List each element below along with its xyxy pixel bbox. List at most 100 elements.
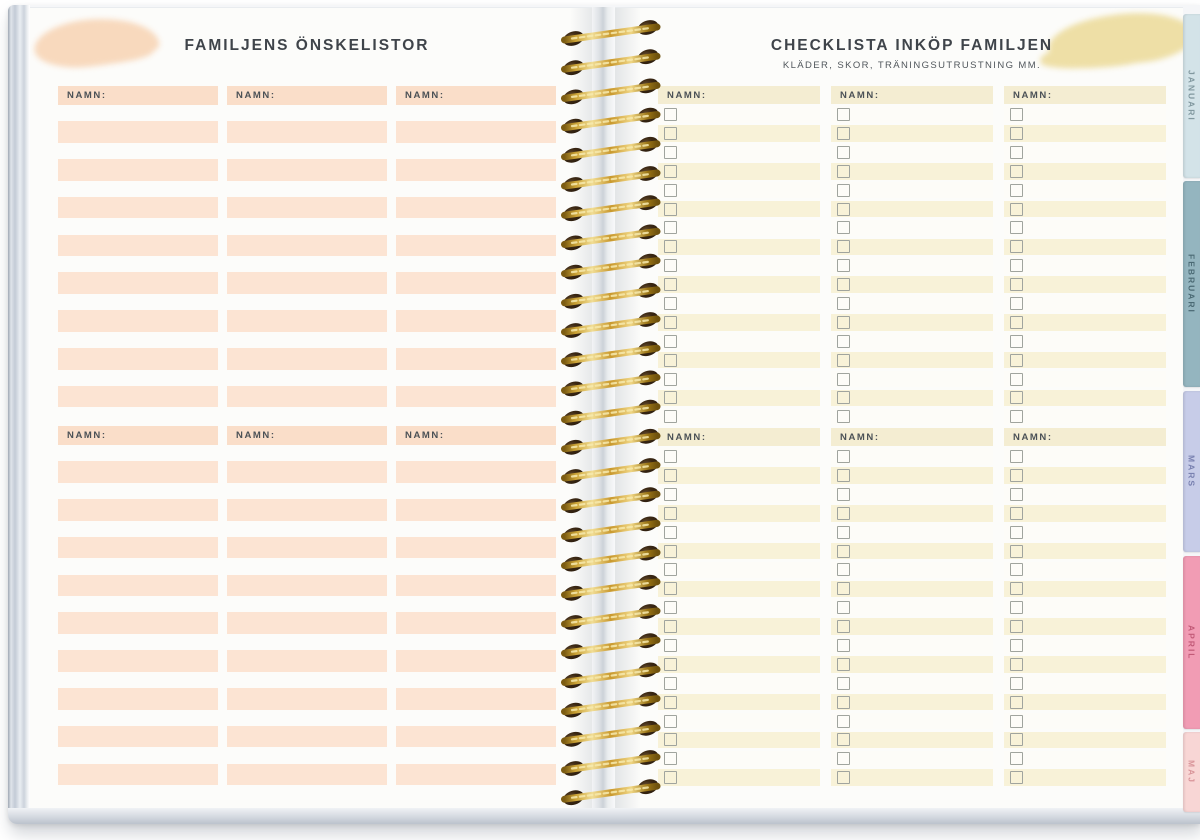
- checkbox[interactable]: [1010, 183, 1023, 197]
- checklist-line[interactable]: [831, 693, 993, 711]
- checklist-line[interactable]: [658, 408, 820, 426]
- checkbox[interactable]: [1010, 695, 1023, 709]
- checkbox[interactable]: [664, 657, 677, 671]
- wishlist-line[interactable]: [396, 499, 556, 521]
- checklist-line[interactable]: [658, 389, 820, 407]
- checkbox[interactable]: [664, 145, 677, 159]
- month-tab-februari[interactable]: FEBRUARI: [1183, 181, 1200, 387]
- checklist-line[interactable]: [831, 504, 993, 522]
- wishlist-line[interactable]: [396, 348, 556, 370]
- name-field[interactable]: NAMN:: [831, 428, 993, 446]
- checklist-line[interactable]: [831, 314, 993, 331]
- checklist-line[interactable]: [831, 332, 993, 350]
- wishlist-line[interactable]: [227, 234, 387, 257]
- name-field[interactable]: NAMN:: [1004, 428, 1166, 446]
- checkbox[interactable]: [664, 563, 677, 577]
- checklist-line[interactable]: [831, 276, 993, 293]
- checkbox[interactable]: [837, 695, 850, 709]
- checklist-line[interactable]: [831, 351, 993, 369]
- checklist-line[interactable]: [831, 295, 993, 312]
- checkbox[interactable]: [1010, 563, 1023, 577]
- checklist-line[interactable]: [831, 448, 993, 465]
- checkbox[interactable]: [664, 410, 677, 424]
- checkbox[interactable]: [1010, 733, 1023, 747]
- checklist-line[interactable]: [658, 162, 820, 180]
- checklist-line[interactable]: [658, 219, 820, 237]
- wishlist-line[interactable]: [396, 725, 556, 748]
- wishlist-line[interactable]: [396, 536, 556, 559]
- checkbox[interactable]: [664, 164, 677, 178]
- name-field[interactable]: NAMN:: [58, 426, 218, 445]
- checkbox[interactable]: [664, 601, 677, 615]
- checklist-line[interactable]: [658, 351, 820, 369]
- checkbox[interactable]: [837, 202, 850, 216]
- checklist-line[interactable]: [658, 257, 820, 275]
- wishlist-line[interactable]: [227, 650, 387, 672]
- checklist-line[interactable]: [831, 712, 993, 730]
- checkbox[interactable]: [664, 676, 677, 690]
- checkbox[interactable]: [1010, 278, 1023, 292]
- checkbox[interactable]: [837, 391, 850, 405]
- wishlist-line[interactable]: [58, 159, 218, 181]
- checklist-line[interactable]: [1004, 523, 1166, 541]
- checklist-line[interactable]: [658, 332, 820, 350]
- checkbox[interactable]: [837, 372, 850, 386]
- checklist-line[interactable]: [1004, 599, 1166, 617]
- checklist-line[interactable]: [831, 200, 993, 218]
- wishlist-line[interactable]: [396, 272, 556, 294]
- wishlist-line[interactable]: [227, 574, 387, 597]
- checklist-line[interactable]: [658, 144, 820, 161]
- checkbox[interactable]: [664, 278, 677, 292]
- checkbox[interactable]: [837, 145, 850, 159]
- checkbox[interactable]: [1010, 714, 1023, 728]
- checkbox[interactable]: [664, 372, 677, 386]
- wishlist-line[interactable]: [58, 234, 218, 257]
- checklist-line[interactable]: [831, 674, 993, 692]
- checklist-line[interactable]: [1004, 257, 1166, 275]
- checkbox[interactable]: [1010, 334, 1023, 348]
- checklist-line[interactable]: [658, 599, 820, 617]
- checkbox[interactable]: [664, 183, 677, 197]
- checklist-line[interactable]: [658, 637, 820, 654]
- checkbox[interactable]: [1010, 487, 1023, 501]
- wishlist-line[interactable]: [58, 272, 218, 294]
- checkbox[interactable]: [837, 639, 850, 652]
- checkbox[interactable]: [837, 506, 850, 520]
- checkbox[interactable]: [664, 450, 677, 464]
- wishlist-line[interactable]: [58, 310, 218, 332]
- checkbox[interactable]: [837, 278, 850, 292]
- checkbox[interactable]: [837, 544, 850, 558]
- checkbox[interactable]: [664, 240, 677, 254]
- wishlist-line[interactable]: [58, 121, 218, 143]
- wishlist-line[interactable]: [396, 763, 556, 786]
- checkbox[interactable]: [837, 468, 850, 482]
- checklist-line[interactable]: [658, 731, 820, 749]
- checkbox[interactable]: [837, 183, 850, 197]
- checklist-line[interactable]: [831, 467, 993, 484]
- checkbox[interactable]: [1010, 771, 1023, 785]
- checklist-line[interactable]: [658, 580, 820, 598]
- wishlist-line[interactable]: [227, 310, 387, 332]
- checklist-line[interactable]: [1004, 750, 1166, 768]
- name-field[interactable]: NAMN:: [658, 428, 820, 446]
- checkbox[interactable]: [664, 126, 677, 140]
- wishlist-line[interactable]: [227, 159, 387, 181]
- wishlist-line[interactable]: [58, 385, 218, 408]
- checkbox[interactable]: [837, 771, 850, 785]
- checkbox[interactable]: [664, 468, 677, 482]
- checklist-line[interactable]: [831, 769, 993, 787]
- wishlist-line[interactable]: [227, 461, 387, 483]
- wishlist-line[interactable]: [227, 272, 387, 294]
- checklist-line[interactable]: [658, 448, 820, 465]
- month-tab-maj[interactable]: MAJ: [1183, 732, 1200, 812]
- checklist-line[interactable]: [1004, 314, 1166, 331]
- checkbox[interactable]: [837, 108, 850, 122]
- checkbox[interactable]: [1010, 601, 1023, 615]
- checkbox[interactable]: [664, 221, 677, 235]
- checklist-line[interactable]: [1004, 580, 1166, 598]
- checkbox[interactable]: [1010, 676, 1023, 690]
- checkbox[interactable]: [664, 733, 677, 747]
- checkbox[interactable]: [664, 259, 677, 273]
- checklist-line[interactable]: [831, 408, 993, 426]
- checklist-line[interactable]: [1004, 656, 1166, 673]
